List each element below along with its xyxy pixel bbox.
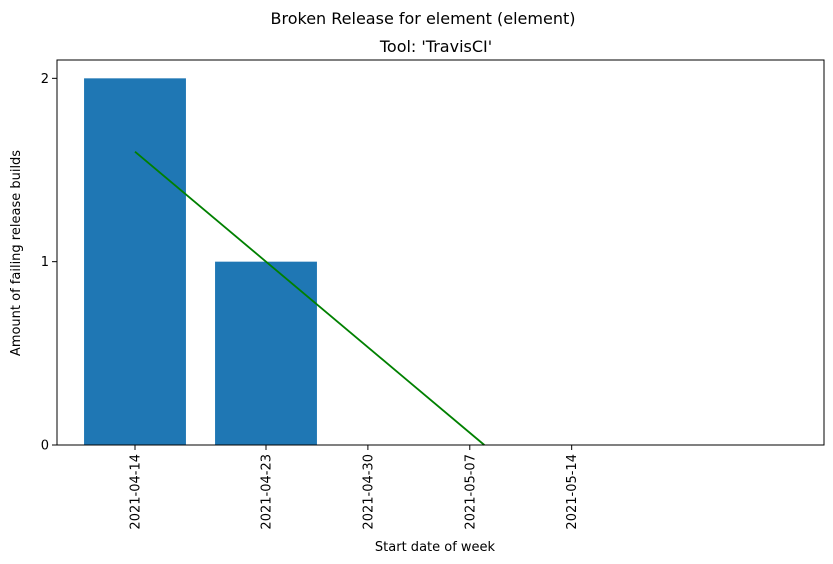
trend-line [134, 150, 485, 446]
plot-frame [56, 59, 825, 446]
y-axis-ticks: 0 1 2 [41, 72, 57, 454]
x-tick-label: 2021-05-14 [565, 454, 580, 530]
chart-suptitle: Broken Release for element (element) [271, 9, 576, 28]
y-tick-label: 0 [41, 439, 49, 454]
chart-title: Tool: 'TravisCI' [379, 37, 492, 56]
x-tick-label: 2021-04-30 [361, 454, 376, 530]
x-tick-label: 2021-04-14 [129, 454, 144, 530]
x-axis-ticks: 2021-04-14 2021-04-23 2021-04-30 2021-05-07… [129, 445, 580, 530]
y-axis-label: Amount of failing release builds [9, 150, 24, 356]
trend-group [134, 150, 485, 446]
x-tick-label: 2021-05-07 [463, 454, 478, 530]
bars-group [84, 78, 317, 445]
y-tick-label: 2 [41, 72, 49, 87]
y-tick-label: 1 [41, 255, 49, 270]
x-tick-label: 2021-04-23 [260, 454, 275, 530]
bar-2021-04-14 [84, 78, 186, 445]
x-axis-label: Start date of week [375, 540, 496, 555]
bar-2021-04-23 [215, 261, 317, 445]
